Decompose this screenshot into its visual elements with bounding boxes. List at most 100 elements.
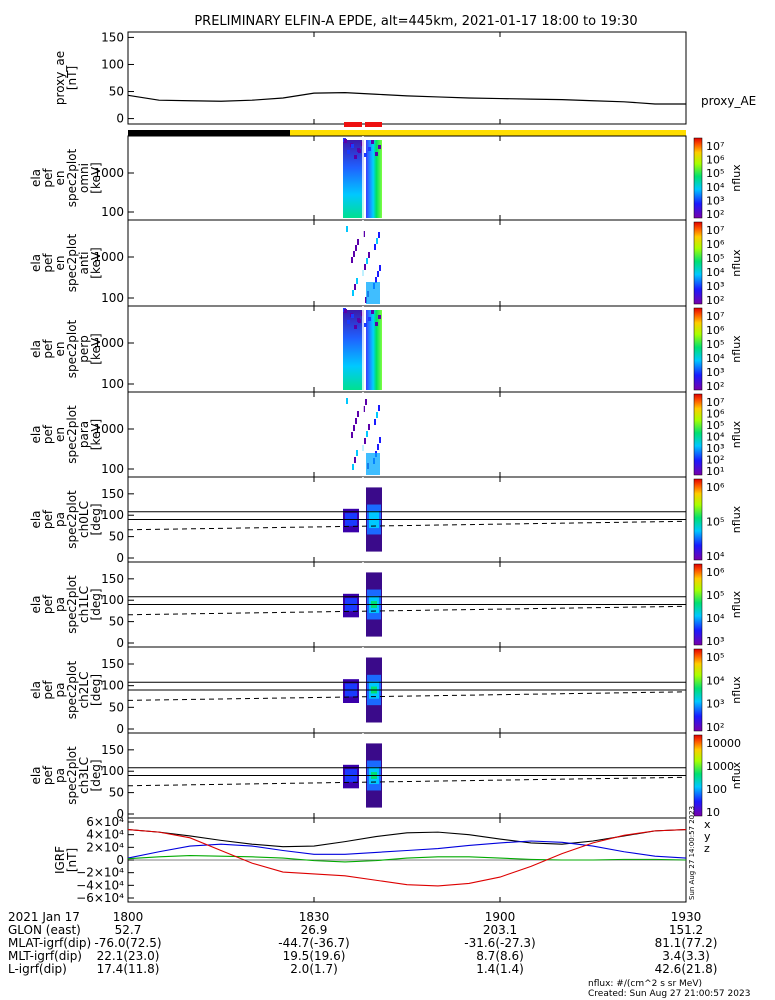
spec-panel-7-ytick-label: 0 (116, 722, 124, 736)
spec-panel-3-colorbar-tick: 10⁶ (706, 324, 725, 337)
spec-panel-8-colorbar-tick: 100 (706, 783, 727, 796)
spec-panel-4-cell (366, 431, 368, 437)
glon-1900: 203.1 (483, 923, 517, 937)
spec-panel-3-ylabel-line: perp (77, 335, 91, 363)
igrf-ytick-label: −4×10⁴ (76, 878, 124, 892)
spec-panel-2-cell (346, 226, 348, 232)
spec-panel-4-ylabel-line: spec2plot (65, 405, 79, 464)
spec-panel-2-ylabel-line: spec2plot (65, 233, 79, 292)
spec-panel-3-colorbar-tick: 10³ (706, 366, 724, 379)
spec-panel-4-ytick-label: 1000 (93, 422, 124, 436)
spec-panel-2-colorbar-tick: 10⁷ (706, 224, 724, 237)
spec-panel-1-cell (351, 144, 354, 148)
spec-panel-3-cell (358, 319, 361, 323)
spec-panel-4-cell (365, 399, 367, 405)
spec-panel-4-cell (363, 406, 365, 412)
spec-panel-8-ytick-label: 50 (109, 786, 124, 800)
mlat-1930: 81.1(77.2) (655, 936, 718, 950)
igrf-bz-line (127, 829, 687, 887)
spec-panel-4-cell (366, 453, 380, 475)
spec-panel-6-colorbar-label: nflux (730, 590, 743, 618)
mlat-1900: -31.6(-27.3) (464, 936, 535, 950)
proxy-ae-frame (127, 31, 687, 125)
spec-panel-5-colorbar (693, 478, 703, 561)
spec-panel-2-colorbar-tick: 10⁴ (706, 266, 725, 279)
spec-panel-4-ylabel-line: en (53, 427, 67, 442)
igrf-btotal-line (127, 829, 687, 848)
spec-panel-3-ylabel-line: ela (29, 340, 43, 358)
spec-panel-4-cell (379, 437, 381, 443)
spec-panel-1-cell (358, 149, 361, 153)
spec-panel-2-colorbar-tick: 10² (706, 294, 724, 307)
spec-panel-2-colorbar (693, 221, 703, 305)
proxy-ae-legend: proxy_AE (701, 94, 756, 108)
proxy-ae-ylabel-line: proxy_ae (53, 51, 67, 105)
spec-panel-7-ytick-label: 100 (101, 679, 124, 693)
spec-panel-4-ylabel-line: [keV] (89, 419, 103, 450)
tick-1830: 1830 (299, 910, 330, 924)
proxy-ae-ylabel-line: [nT] (65, 66, 79, 90)
spec-panel-6-colorbar-tick: 10⁶ (706, 566, 725, 579)
spec-panel-1-ylabel-line: omni (77, 163, 91, 193)
spec-panel-1-colorbar-tick: 10⁵ (706, 167, 724, 180)
spec-panel-1-colorbar-label: nflux (730, 164, 743, 192)
spec-panel-5-ylabel-line: ela (29, 510, 43, 528)
spec-panel-4-colorbar (693, 393, 703, 476)
spec-panel-8-ytick-label: 0 (116, 807, 124, 821)
spec-panel-1-colorbar-tick: 10⁴ (706, 181, 725, 194)
spec-panel-1-ylabel-line: [keV] (89, 162, 103, 193)
spec-panel-2-colorbar-tick: 10⁶ (706, 238, 725, 251)
tick-1900: 1900 (485, 910, 516, 924)
spec-panel-1-cell (347, 150, 350, 154)
spec-panel-8-ytick-label: 150 (101, 743, 124, 757)
mlat-label: MLAT-igrf(dip) (8, 936, 91, 950)
spec-panel-3-cell (375, 322, 378, 326)
spec-panel-4-ytick-label: 100 (101, 462, 124, 476)
spec-panel-4-colorbar-label: nflux (730, 420, 743, 448)
proxy-ae-panel: proxy_AE (127, 31, 756, 125)
spec-panel-4-cell (352, 464, 354, 470)
spec-panel-4-cell (374, 419, 376, 425)
spec-panel-8-colorbar-tick: 1000 (706, 760, 734, 773)
spec-panel-4-frame (127, 391, 687, 478)
spec-panel-2-cell (354, 284, 356, 290)
spec-panel-5-ytick-label: 50 (109, 530, 124, 544)
spec-panel-3-spectrogram (343, 306, 382, 392)
proxy-ae-ytick-label: 50 (109, 85, 124, 99)
spec-panel-4-ylabel-line: para (77, 421, 91, 448)
spec-panel-4-cell (376, 412, 378, 418)
spec-panel-2-spectrogram (346, 220, 381, 306)
spec-panel-4-cell (351, 432, 353, 438)
igrf-ytick-label: 6×10⁴ (86, 815, 124, 829)
spec-panel-3-ylabel-line: [keV] (89, 333, 103, 364)
spec-panel-1-ylabel-line: spec2plot (65, 148, 79, 207)
spec-panel-8-colorbar-tick: 10000 (706, 737, 741, 750)
spec-panel-2-cell (352, 290, 354, 296)
spec-panel-4-spectrogram (346, 392, 381, 477)
footer-date: 2021 Jan 17 (8, 910, 80, 924)
spec-panel-4-colorbar-tick: 10³ (706, 442, 724, 455)
spec-panel-2-cell (357, 239, 359, 245)
spec-panel-1-cell (344, 139, 347, 143)
spec-panel-2-cell (351, 257, 353, 263)
spec-panel-1-ytick-label: 1000 (93, 166, 124, 180)
spec-panel-8-ylabel-line: [deg] (89, 760, 103, 792)
spec-panel-3-ytick-label: 1000 (93, 336, 124, 350)
spec-panel-1-ylabel-line: en (53, 171, 67, 186)
spec-panel-4-ylabel-line: pef (41, 424, 55, 444)
spec-panel-3-ylabel-line: pef (41, 339, 55, 359)
spec-panel-3-ytick-label: 100 (101, 377, 124, 391)
spec-panel-6-antilosscone-line (127, 605, 687, 616)
mlat-1830: -44.7(-36.7) (278, 936, 349, 950)
spec-panel-7-ylabel-line: spec2plot (65, 660, 79, 719)
spec-panel-7-ytick-label: 50 (109, 700, 124, 714)
spec-panel-1-cell (378, 145, 381, 149)
mlt-1830: 19.5(19.6) (283, 949, 346, 963)
spec-panel-1-ytick-label: 100 (101, 205, 124, 219)
spec-panel-5-ylabel-line: pa (53, 512, 67, 527)
spec-panel-3-cell (344, 309, 347, 313)
